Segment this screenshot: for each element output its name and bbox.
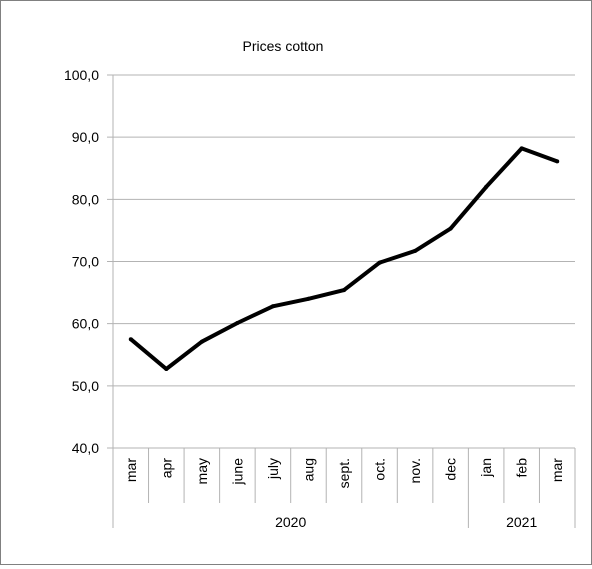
chart-title: Prices cotton [243,38,324,54]
grid-lines [107,74,575,449]
x-tick-label: mar [549,458,565,482]
x-tick-label: dec [443,458,459,481]
x-tick-label: aug [300,458,316,481]
data-point [519,146,524,151]
y-tick-label: 100,0 [64,67,99,83]
data-point [128,337,133,342]
year-group-label: 2021 [506,514,537,530]
year-group-label: 2020 [275,514,306,530]
data-point [448,226,453,231]
x-tick-label: oct. [372,458,388,481]
y-tick-label: 80,0 [72,191,99,207]
x-tick-label: sept. [336,458,352,488]
x-tick-label: july [265,458,281,480]
data-point [342,288,346,293]
x-tick-label: mar [123,458,139,482]
x-tick-label: nov. [407,458,423,483]
x-axis-tick-labels: mar apr may june july aug sept. oct. nov. dec jan f… [123,458,565,489]
x-tick-label: may [194,458,210,484]
data-point [270,304,275,309]
x-tick-label: apr [158,458,174,479]
x-tick-label: feb [514,458,530,478]
y-tick-label: 40,0 [72,440,99,456]
data-point [164,367,169,372]
series-layer [128,146,560,372]
data-point [555,159,560,164]
y-tick-label: 90,0 [72,129,99,145]
data-point [199,339,204,344]
data-point [484,184,489,189]
y-tick-label: 50,0 [72,378,99,394]
y-tick-label: 70,0 [72,254,99,270]
data-point [377,260,382,265]
data-point [235,321,240,326]
x-axis-year-groups: 2020 2021 [275,503,576,530]
y-tick-label: 60,0 [72,316,99,332]
series-line [129,146,558,371]
x-tick-label: jan [478,458,494,478]
axes [112,75,576,528]
y-axis-tick-labels: 40,0 50,0 60,0 70,0 80,0 90,0 100,0 [64,67,99,456]
x-tick-label: june [229,458,245,486]
data-point [306,296,311,301]
data-point [413,248,418,253]
